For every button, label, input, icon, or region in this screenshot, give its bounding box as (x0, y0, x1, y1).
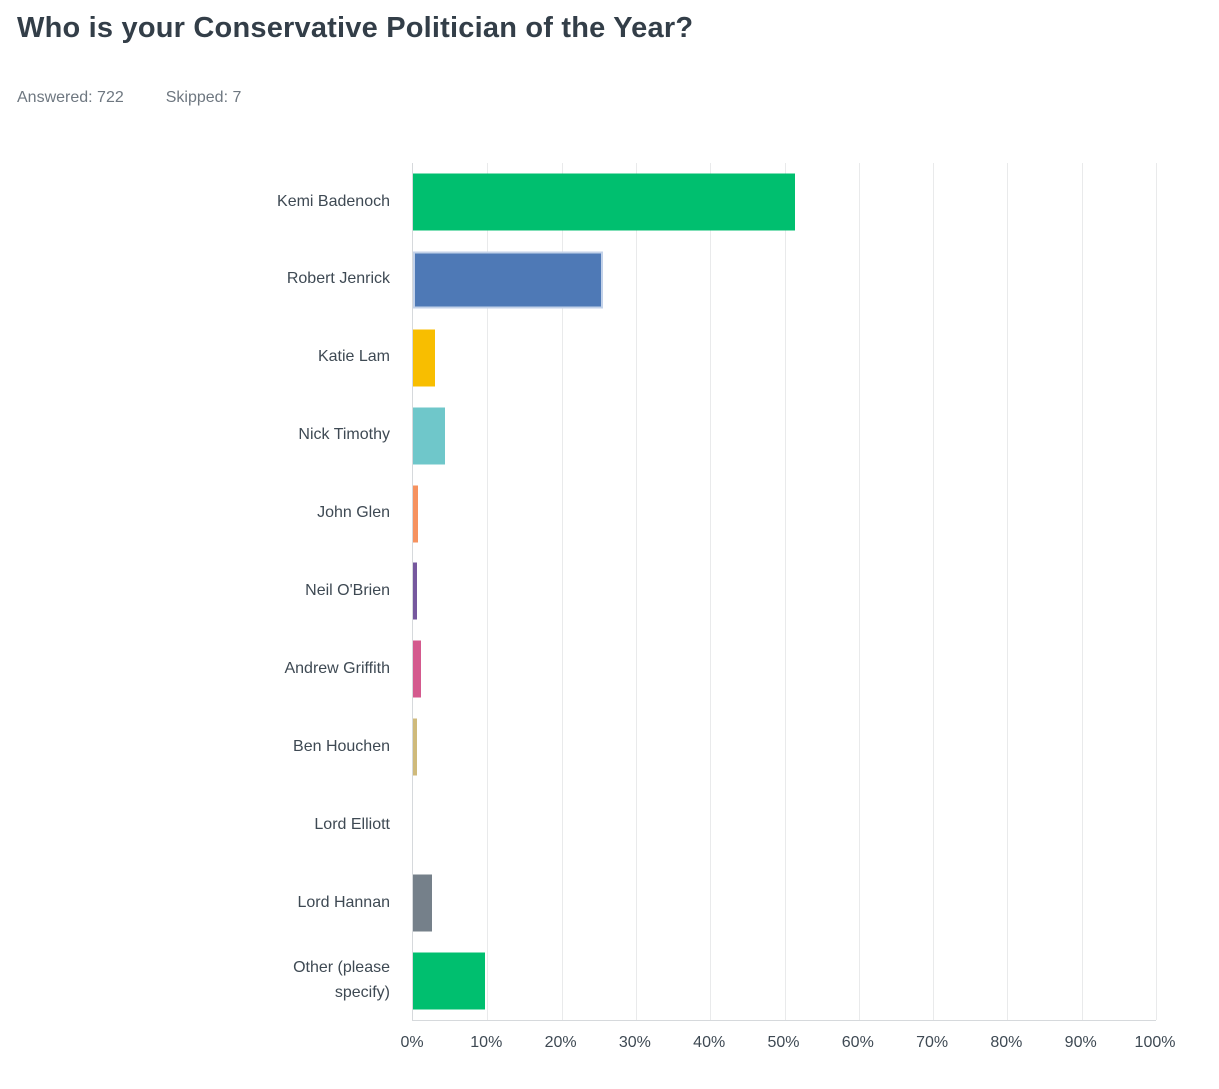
x-tick-label-30: 30% (618, 1034, 651, 1051)
bar-chart: Kemi Badenoch Robert Jenrick Katie Lam Nick… (0, 163, 1219, 1063)
gridline-90 (1081, 163, 1083, 1020)
skipped-stat: Skipped: 7 (166, 89, 242, 106)
bar-row (413, 942, 1156, 1020)
x-tick-label-10: 10% (470, 1034, 503, 1051)
x-tick-label-70: 70% (916, 1034, 949, 1051)
bar-katie-lam[interactable] (413, 329, 436, 387)
bar-robert-jenrick[interactable] (413, 251, 604, 309)
bar-ben-houchen[interactable] (413, 718, 418, 776)
gridline-50 (784, 163, 786, 1020)
bar-row (413, 708, 1156, 786)
x-tick-label-90: 90% (1064, 1034, 1097, 1051)
gridline-20 (561, 163, 563, 1020)
bar-row (413, 630, 1156, 708)
category-label-andrew-griffith: Andrew Griffith (0, 630, 390, 708)
category-label-text: Ben Houchen (293, 737, 390, 755)
category-label-nick-timothy: Nick Timothy (0, 397, 390, 475)
page-title: Who is your Conservative Politician of t… (17, 12, 694, 44)
category-label-text: Lord Elliott (314, 815, 390, 833)
bar-neil-o-brien[interactable] (413, 562, 418, 620)
gridline-100 (1156, 163, 1157, 1020)
bar-other-please-specify[interactable] (413, 952, 486, 1010)
bar-row (413, 397, 1156, 475)
category-label-kemi-badenoch: Kemi Badenoch (0, 163, 390, 241)
category-label-text: Kemi Badenoch (277, 192, 390, 210)
bar-row (413, 241, 1156, 319)
category-label-text: Neil O'Brien (305, 582, 390, 600)
bar-row (413, 864, 1156, 942)
bar-john-glen[interactable] (413, 485, 419, 543)
gridline-70 (933, 163, 935, 1020)
x-tick-label-50: 50% (767, 1034, 800, 1051)
category-label-ben-houchen: Ben Houchen (0, 708, 390, 786)
category-label-john-glen: John Glen (0, 475, 390, 553)
bar-row (413, 553, 1156, 631)
bar-row (413, 319, 1156, 397)
category-label-text: Katie Lam (317, 348, 390, 366)
bar-nick-timothy[interactable] (413, 407, 445, 465)
category-label-robert-jenrick: Robert Jenrick (0, 241, 390, 319)
plot-area (412, 163, 1157, 1021)
bar-row (413, 786, 1156, 864)
answered-value: 722 (97, 89, 124, 106)
gridline-80 (1007, 163, 1009, 1020)
x-tick-label-0: 0% (400, 1034, 424, 1051)
x-tick-label-20: 20% (544, 1034, 577, 1051)
response-stats: Answered: 722 Skipped: 7 (17, 89, 283, 107)
x-tick-label-60: 60% (841, 1034, 874, 1051)
category-labels: Kemi Badenoch Robert Jenrick Katie Lam Nick… (0, 163, 390, 1020)
category-label-neil-o-brien: Neil O'Brien (0, 553, 390, 631)
category-label-text: Lord Hannan (297, 893, 390, 911)
x-axis: 0% 10% 20% 30% 40% 50% 60% 70% 80% 90% 100% (400, 1034, 1175, 1058)
bar-lord-hannan[interactable] (413, 874, 432, 932)
bar-andrew-griffith[interactable] (413, 640, 422, 698)
answered-stat: Answered: 722 (17, 89, 124, 106)
gridline-60 (858, 163, 860, 1020)
bar-row (413, 475, 1156, 553)
bar-kemi-badenoch[interactable] (413, 173, 795, 231)
category-label-other-please-specify: Other (please specify) (0, 942, 390, 1020)
gridline-40 (710, 163, 712, 1020)
x-tick-label-40: 40% (693, 1034, 726, 1051)
category-label-lord-hannan: Lord Hannan (0, 864, 390, 942)
category-label-katie-lam: Katie Lam (0, 319, 390, 397)
category-label-text: Nick Timothy (298, 426, 390, 444)
category-label-text: Andrew Griffith (284, 660, 390, 677)
category-label-text: Robert Jenrick (286, 270, 390, 288)
category-label-text: John Glen (317, 504, 390, 522)
x-tick-label-80: 80% (990, 1034, 1023, 1051)
category-label-lord-elliott: Lord Elliott (0, 786, 390, 864)
skipped-label: Skipped: (165, 89, 229, 106)
skipped-value: 7 (232, 89, 242, 106)
answered-label: Answered: (17, 89, 93, 106)
x-tick-label-100: 100% (1134, 1034, 1176, 1051)
category-label-text: Other (please specify) (293, 959, 390, 1002)
bar-row (413, 163, 1156, 241)
gridline-10 (487, 163, 489, 1020)
gridline-30 (635, 163, 637, 1020)
